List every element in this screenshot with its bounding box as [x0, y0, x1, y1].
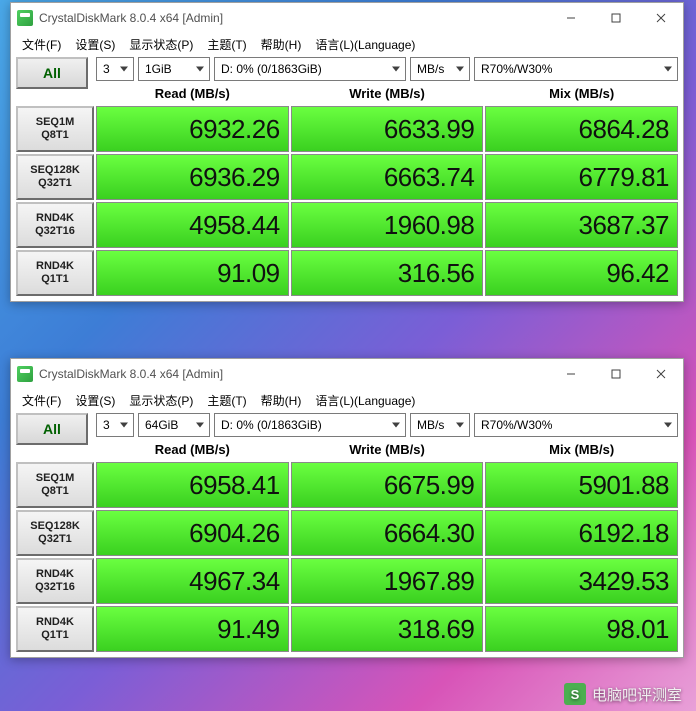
result-rnd4k32-write: 1960.98 [291, 202, 484, 248]
count-select[interactable]: 3 [96, 57, 134, 81]
col-header-mix: Mix (MB/s) [485, 83, 678, 104]
wechat-icon: S [564, 683, 586, 705]
result-seq1m-write: 6633.99 [291, 106, 484, 152]
test-button-rnd4k1[interactable]: RND4KQ1T1 [16, 606, 94, 652]
test-label-1: SEQ128K [30, 520, 80, 533]
mix-select[interactable]: R70%/W30% [474, 413, 678, 437]
test-label-2: Q32T1 [38, 177, 72, 190]
size-select[interactable]: 1GiB [138, 57, 210, 81]
titlebar[interactable]: CrystalDiskMark 8.0.4 x64 [Admin] [11, 3, 683, 33]
test-label-2: Q1T1 [41, 273, 69, 286]
test-button-seq1m[interactable]: SEQ1MQ8T1 [16, 462, 94, 508]
result-seq128k-read: 6904.26 [96, 510, 289, 556]
results-grid: All 364GiBD: 0% (0/1863GiB)MB/sR70%/W30% R… [11, 411, 683, 657]
test-label-2: Q8T1 [41, 129, 69, 142]
result-seq128k-read: 6936.29 [96, 154, 289, 200]
menu-item[interactable]: 显示状态(P) [122, 34, 200, 55]
result-rnd4k32-read: 4958.44 [96, 202, 289, 248]
result-seq1m-read: 6932.26 [96, 106, 289, 152]
col-header-read: Read (MB/s) [96, 439, 289, 460]
test-label-1: RND4K [36, 260, 74, 273]
col-header-write: Write (MB/s) [291, 439, 484, 460]
size-select[interactable]: 64GiB [138, 413, 210, 437]
test-label-1: RND4K [36, 212, 74, 225]
menu-item[interactable]: 主题(T) [200, 390, 253, 411]
test-label-2: Q32T16 [35, 581, 75, 594]
test-button-rnd4k32[interactable]: RND4KQ32T16 [16, 558, 94, 604]
test-label-1: RND4K [36, 568, 74, 581]
titlebar[interactable]: CrystalDiskMark 8.0.4 x64 [Admin] [11, 359, 683, 389]
result-rnd4k1-write: 316.56 [291, 250, 484, 296]
result-rnd4k32-mix: 3687.37 [485, 202, 678, 248]
test-button-rnd4k1[interactable]: RND4KQ1T1 [16, 250, 94, 296]
menu-item[interactable]: 帮助(H) [254, 390, 309, 411]
result-seq1m-read: 6958.41 [96, 462, 289, 508]
result-seq1m-mix: 6864.28 [485, 106, 678, 152]
minimize-button[interactable] [548, 3, 593, 33]
result-seq128k-mix: 6779.81 [485, 154, 678, 200]
test-label-1: RND4K [36, 616, 74, 629]
watermark-text: 电脑吧评测室 [592, 684, 682, 705]
result-rnd4k1-read: 91.09 [96, 250, 289, 296]
menu-item[interactable]: 设置(S) [68, 390, 122, 411]
result-seq1m-mix: 5901.88 [485, 462, 678, 508]
col-header-mix: Mix (MB/s) [485, 439, 678, 460]
maximize-button[interactable] [593, 3, 638, 33]
menu-item[interactable]: 语言(L)(Language) [308, 34, 422, 55]
menubar: 文件(F)设置(S)显示状态(P)主题(T)帮助(H)语言(L)(Languag… [11, 389, 683, 411]
menu-item[interactable]: 显示状态(P) [122, 390, 200, 411]
menu-item[interactable]: 语言(L)(Language) [308, 390, 422, 411]
minimize-button[interactable] [548, 359, 593, 389]
result-rnd4k32-write: 1967.89 [291, 558, 484, 604]
drive-select[interactable]: D: 0% (0/1863GiB) [214, 57, 406, 81]
result-rnd4k1-write: 318.69 [291, 606, 484, 652]
result-rnd4k32-read: 4967.34 [96, 558, 289, 604]
results-grid: All 31GiBD: 0% (0/1863GiB)MB/sR70%/W30% Re… [11, 55, 683, 301]
test-button-rnd4k32[interactable]: RND4KQ32T16 [16, 202, 94, 248]
test-label-1: SEQ128K [30, 164, 80, 177]
result-seq128k-write: 6663.74 [291, 154, 484, 200]
count-select[interactable]: 3 [96, 413, 134, 437]
menu-item[interactable]: 主题(T) [200, 34, 253, 55]
window-title: CrystalDiskMark 8.0.4 x64 [Admin] [39, 11, 548, 25]
test-label-2: Q8T1 [41, 485, 69, 498]
result-rnd4k1-mix: 98.01 [485, 606, 678, 652]
result-rnd4k1-mix: 96.42 [485, 250, 678, 296]
test-label-2: Q32T1 [38, 533, 72, 546]
test-label-1: SEQ1M [36, 116, 75, 129]
app-icon [17, 10, 33, 26]
result-seq128k-mix: 6192.18 [485, 510, 678, 556]
drive-select[interactable]: D: 0% (0/1863GiB) [214, 413, 406, 437]
app-window-1: CrystalDiskMark 8.0.4 x64 [Admin] 文件(F)设置… [10, 358, 684, 658]
app-icon [17, 366, 33, 382]
unit-select[interactable]: MB/s [410, 413, 470, 437]
test-button-seq1m[interactable]: SEQ1MQ8T1 [16, 106, 94, 152]
app-window-0: CrystalDiskMark 8.0.4 x64 [Admin] 文件(F)设置… [10, 2, 684, 302]
menu-item[interactable]: 文件(F) [15, 390, 68, 411]
all-button[interactable]: All [16, 57, 88, 89]
menu-item[interactable]: 帮助(H) [254, 34, 309, 55]
maximize-button[interactable] [593, 359, 638, 389]
close-button[interactable] [638, 3, 683, 33]
unit-select[interactable]: MB/s [410, 57, 470, 81]
test-label-2: Q1T1 [41, 629, 69, 642]
menubar: 文件(F)设置(S)显示状态(P)主题(T)帮助(H)语言(L)(Languag… [11, 33, 683, 55]
watermark: S 电脑吧评测室 [564, 683, 682, 705]
mix-select[interactable]: R70%/W30% [474, 57, 678, 81]
close-button[interactable] [638, 359, 683, 389]
test-label-1: SEQ1M [36, 472, 75, 485]
test-button-seq128k[interactable]: SEQ128KQ32T1 [16, 510, 94, 556]
menu-item[interactable]: 设置(S) [68, 34, 122, 55]
result-rnd4k32-mix: 3429.53 [485, 558, 678, 604]
result-rnd4k1-read: 91.49 [96, 606, 289, 652]
result-seq128k-write: 6664.30 [291, 510, 484, 556]
test-button-seq128k[interactable]: SEQ128KQ32T1 [16, 154, 94, 200]
window-title: CrystalDiskMark 8.0.4 x64 [Admin] [39, 367, 548, 381]
col-header-read: Read (MB/s) [96, 83, 289, 104]
menu-item[interactable]: 文件(F) [15, 34, 68, 55]
result-seq1m-write: 6675.99 [291, 462, 484, 508]
all-button[interactable]: All [16, 413, 88, 445]
col-header-write: Write (MB/s) [291, 83, 484, 104]
test-label-2: Q32T16 [35, 225, 75, 238]
